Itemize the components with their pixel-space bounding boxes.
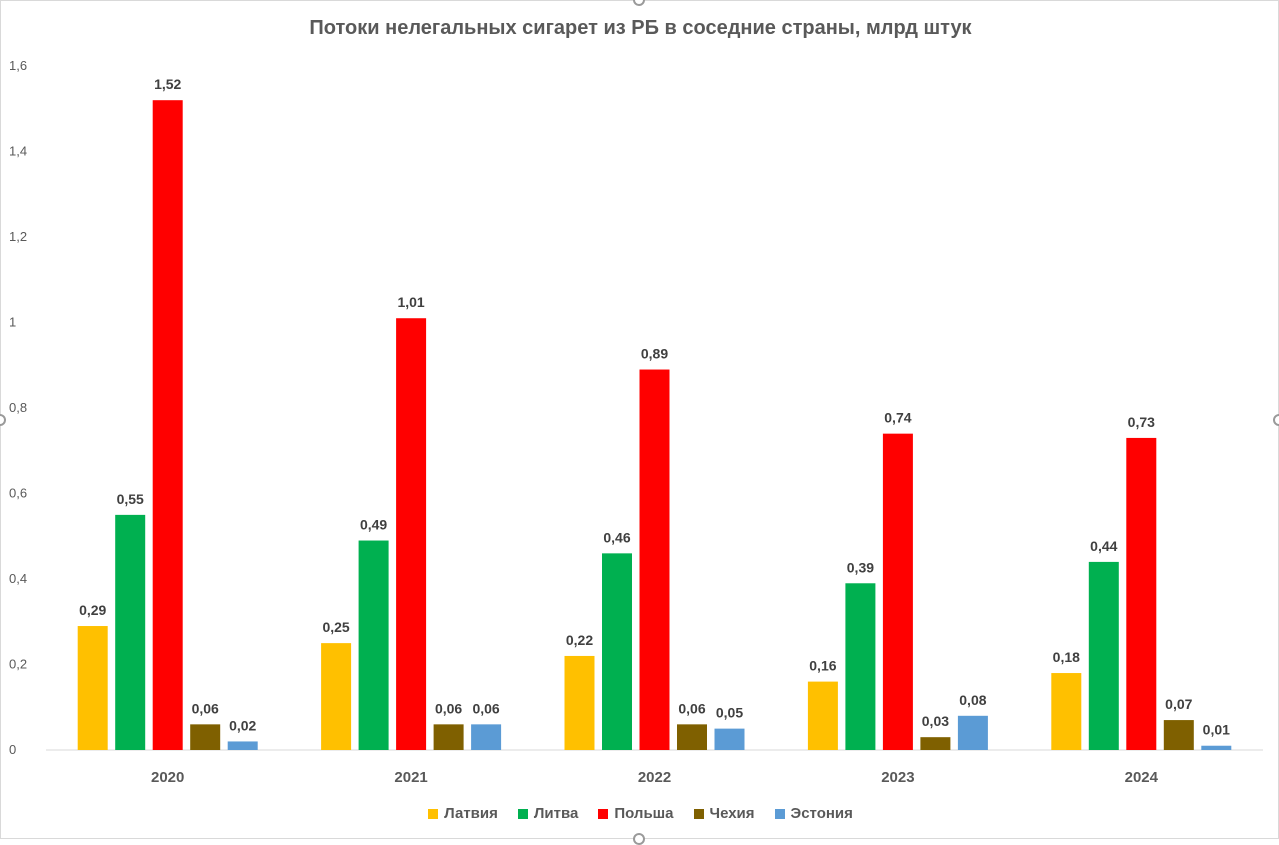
data-label: 0,55: [117, 491, 144, 507]
data-label: 0,44: [1090, 538, 1117, 554]
data-label: 0,06: [678, 700, 705, 716]
x-tick-label: 2022: [638, 769, 671, 786]
bar: [845, 583, 876, 750]
data-label: 0,05: [716, 705, 743, 721]
legend-item: Эстония: [774, 805, 853, 822]
bar: [190, 724, 221, 750]
data-label: 0,16: [809, 658, 836, 674]
bar: [602, 553, 632, 750]
data-label: 0,73: [1128, 414, 1155, 430]
data-label: 0,22: [566, 632, 593, 648]
legend-swatch: [428, 808, 439, 819]
bar: [471, 724, 502, 750]
bar: [1126, 437, 1157, 750]
y-tick-label: 1,6: [9, 58, 27, 73]
data-label: 0,01: [1203, 722, 1230, 738]
bar: [115, 514, 146, 750]
y-tick-label: 0,2: [9, 657, 27, 672]
data-label: 0,18: [1053, 649, 1080, 665]
legend-swatch: [693, 808, 704, 819]
data-label: 1,01: [397, 294, 424, 310]
bar: [1088, 561, 1119, 750]
data-label: 0,89: [641, 346, 668, 362]
y-tick-label: 0,4: [9, 571, 27, 586]
data-label: 0,74: [884, 410, 911, 426]
y-tick-label: 1,4: [9, 144, 27, 159]
legend-item: Чехия: [693, 805, 755, 822]
bar: [358, 540, 389, 750]
x-tick-label: 2020: [151, 769, 184, 786]
resize-handle-bottom[interactable]: [633, 833, 645, 845]
bar: [396, 318, 427, 750]
legend-label: Литва: [533, 805, 579, 822]
bar: [1051, 673, 1082, 750]
data-label: 0,29: [79, 602, 106, 618]
data-label: 0,08: [959, 692, 986, 708]
data-label: 0,46: [603, 529, 630, 545]
data-label: 0,03: [922, 713, 949, 729]
bar: [227, 741, 258, 750]
bar: [321, 643, 352, 750]
legend-label: Чехия: [709, 805, 755, 822]
bar: [433, 724, 464, 750]
legend-swatch: [774, 808, 785, 819]
x-tick-label: 2023: [881, 769, 914, 786]
y-tick-label: 1: [9, 315, 16, 330]
data-label: 0,06: [192, 700, 219, 716]
x-tick-label: 2021: [394, 769, 427, 786]
data-label: 1,52: [154, 76, 181, 92]
legend-swatch: [517, 808, 528, 819]
data-label: 0,06: [435, 700, 462, 716]
legend-label: Польша: [614, 805, 674, 822]
legend-item: Литва: [517, 805, 579, 822]
bar: [564, 655, 595, 750]
bar: [1163, 720, 1194, 750]
data-label: 0,39: [847, 559, 874, 575]
legend-item: Польша: [598, 805, 674, 822]
resize-handle-left[interactable]: [0, 414, 6, 426]
legend-label: Эстония: [790, 805, 853, 822]
bar: [920, 737, 951, 750]
chart-title: Потоки нелегальных сигарет из РБ в сосед…: [309, 17, 972, 39]
data-label: 0,25: [322, 619, 349, 635]
chart-legend: Латвия Литва Польша Чехия Эстония: [1, 805, 1279, 822]
bar: [807, 681, 838, 750]
bar: [677, 724, 707, 750]
y-tick-label: 1,2: [9, 229, 27, 244]
bar: [77, 626, 108, 750]
legend-swatch: [598, 808, 609, 819]
bar: [1201, 745, 1232, 750]
x-tick-label: 2024: [1125, 769, 1159, 786]
y-tick-label: 0,6: [9, 486, 27, 501]
y-tick-label: 0: [9, 742, 16, 757]
legend-label: Латвия: [444, 805, 498, 822]
resize-handle-top[interactable]: [633, 0, 645, 6]
bar: [882, 433, 913, 750]
bar: [957, 715, 988, 750]
data-label: 0,02: [229, 717, 256, 733]
resize-handle-right[interactable]: [1273, 414, 1279, 426]
bar: [639, 369, 670, 750]
data-label: 0,07: [1165, 696, 1192, 712]
legend-item: Латвия: [428, 805, 498, 822]
data-label: 0,06: [472, 700, 499, 716]
bar: [152, 100, 183, 750]
bar: [714, 728, 745, 750]
data-label: 0,49: [360, 517, 387, 533]
y-tick-label: 0,8: [9, 400, 27, 415]
